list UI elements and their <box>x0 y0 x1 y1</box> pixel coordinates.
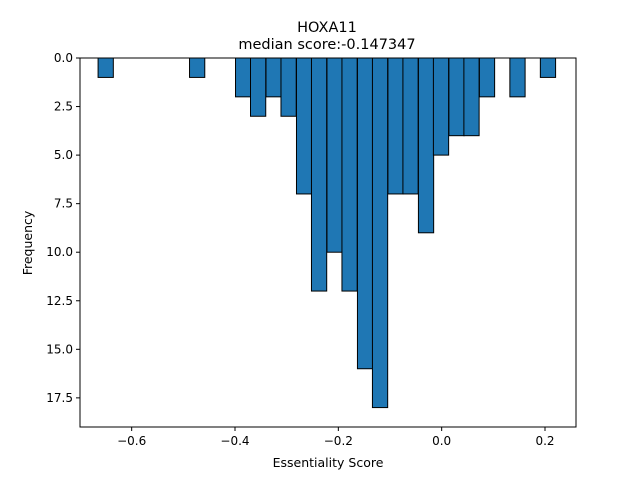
x-tick-label: −0.6 <box>117 434 146 448</box>
y-tick-label: 17.5 <box>46 391 73 405</box>
y-axis-ticks: 0.0 2.5 5.0 7.5 10.0 12.5 15.0 17.5 <box>46 51 80 405</box>
y-tick-label: 7.5 <box>54 197 73 211</box>
histogram-bar <box>341 57 358 292</box>
histogram-bar <box>539 57 557 78</box>
histogram-bar <box>371 57 389 409</box>
histogram-bar <box>250 57 267 117</box>
histogram-bar <box>432 57 450 156</box>
x-tick-label: 0.2 <box>535 434 554 448</box>
histogram-bar <box>417 57 435 234</box>
y-tick-label: 5.0 <box>54 148 73 162</box>
x-tick-label: −0.4 <box>220 434 249 448</box>
histogram-bar <box>280 57 297 117</box>
histogram-bar <box>509 57 526 98</box>
plot-frame <box>79 57 577 428</box>
histogram-bar <box>189 57 206 78</box>
histogram-bar <box>402 57 419 195</box>
histogram-bar <box>478 57 496 98</box>
histogram-bar <box>448 57 465 137</box>
x-axis-label: Essentiality Score <box>273 455 384 470</box>
y-axis-label: Frequency <box>20 210 35 275</box>
histogram-bar <box>310 57 328 292</box>
histogram-bar <box>295 57 313 195</box>
histogram-bar <box>97 57 114 78</box>
y-tick-label: 15.0 <box>46 342 73 356</box>
y-tick-label: 10.0 <box>46 245 73 259</box>
histogram-bar <box>387 57 404 195</box>
bars-group <box>97 57 557 409</box>
x-tick-label: 0.0 <box>432 434 451 448</box>
chart-subtitle: median score:-0.147347 <box>238 37 415 53</box>
y-tick-label: 12.5 <box>46 294 73 308</box>
histogram-bar <box>356 57 374 370</box>
histogram-bar <box>265 57 282 98</box>
chart-title: HOXA11 <box>297 20 357 36</box>
x-tick-label: −0.2 <box>324 434 353 448</box>
histogram-bar <box>326 57 343 253</box>
y-tick-label: 2.5 <box>54 100 73 114</box>
y-tick-label: 0.0 <box>54 51 73 65</box>
histogram-bar <box>463 57 480 137</box>
histogram-bar <box>235 57 252 98</box>
x-axis-ticks: −0.6 −0.4 −0.2 0.0 0.2 <box>117 427 555 448</box>
